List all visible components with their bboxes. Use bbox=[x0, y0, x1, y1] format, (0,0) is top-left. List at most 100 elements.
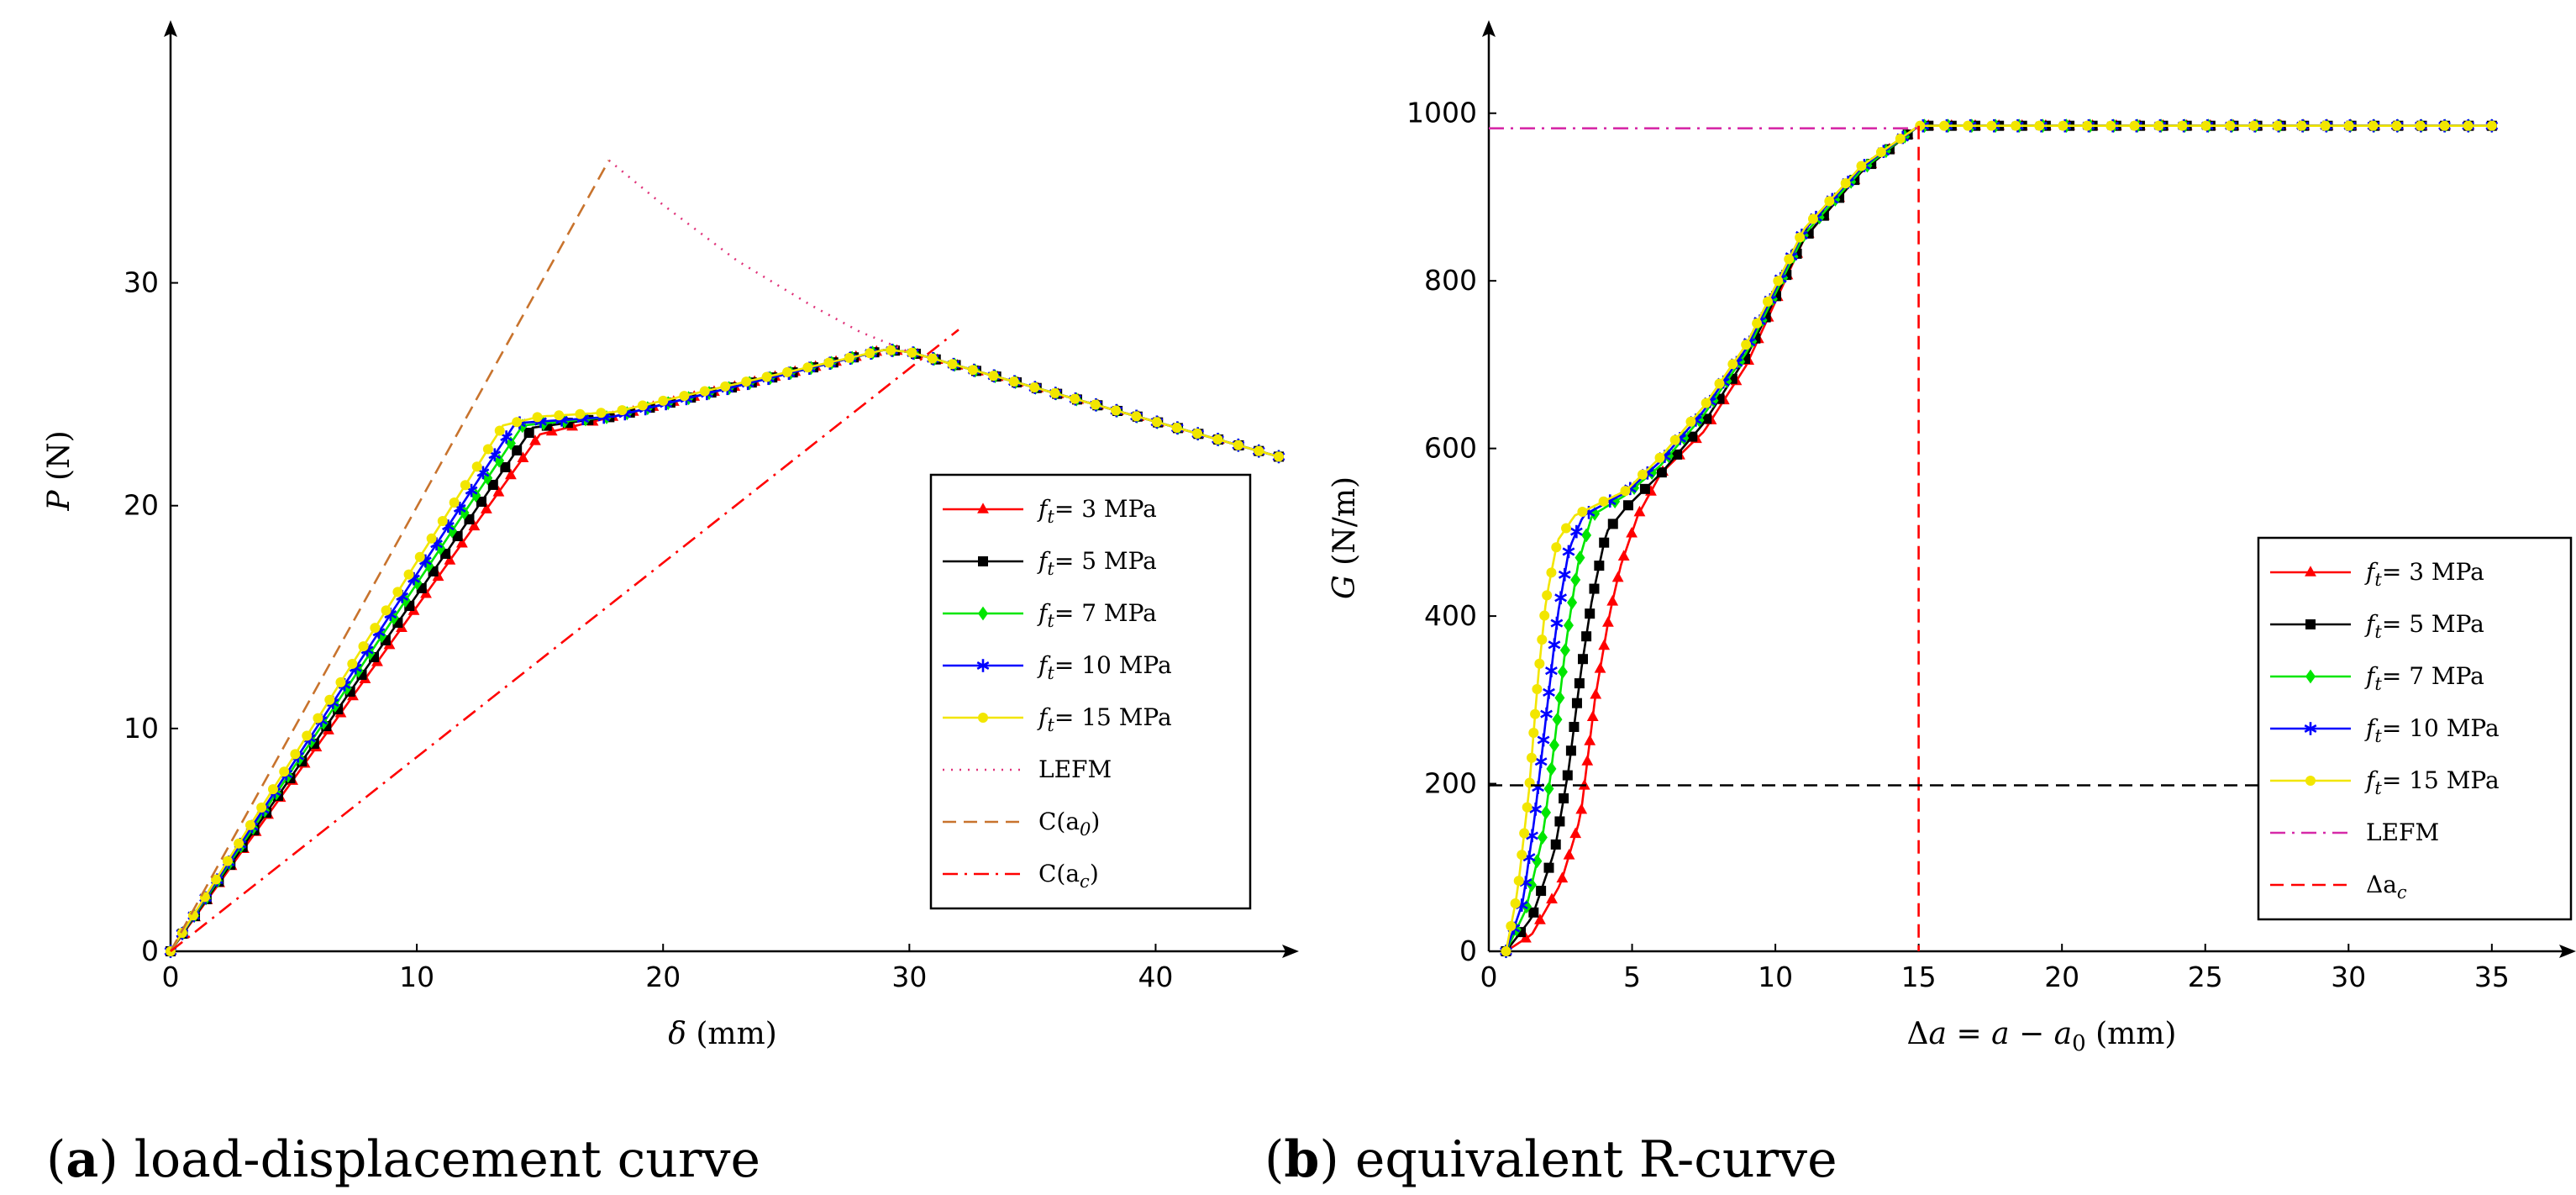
data-point bbox=[1070, 393, 1080, 404]
data-point bbox=[1556, 871, 1569, 883]
data-point bbox=[1528, 727, 1539, 738]
y-axis-arrow bbox=[164, 20, 177, 37]
y-axis-label: G (N/m) bbox=[1327, 476, 1362, 599]
x-tick-label: 10 bbox=[399, 961, 434, 993]
data-point bbox=[381, 605, 392, 616]
data-point bbox=[782, 366, 793, 377]
data-point bbox=[1546, 761, 1557, 776]
data-point bbox=[1542, 590, 1553, 601]
legend-item: ft= 3 MPa bbox=[943, 495, 1157, 527]
x-tick-label: 35 bbox=[2474, 961, 2510, 993]
data-point bbox=[1607, 519, 1618, 529]
y-tick-label: 10 bbox=[124, 712, 159, 745]
data-point bbox=[324, 694, 335, 705]
data-point bbox=[1986, 120, 1997, 131]
data-point bbox=[256, 802, 267, 813]
data-point bbox=[358, 641, 369, 652]
data-point bbox=[1656, 467, 1667, 478]
data-point bbox=[1570, 572, 1581, 587]
data-point bbox=[1589, 583, 1600, 594]
data-point bbox=[517, 451, 529, 462]
data-point bbox=[575, 408, 586, 419]
x-tick-label: 30 bbox=[2331, 961, 2366, 993]
data-point bbox=[637, 400, 648, 411]
data-point bbox=[1654, 452, 1665, 463]
legend-item: ft= 3 MPa bbox=[2270, 558, 2484, 590]
data-point bbox=[1575, 550, 1585, 566]
data-point bbox=[500, 461, 511, 472]
data-point bbox=[1637, 469, 1648, 480]
data-point bbox=[1558, 568, 1571, 582]
data-point bbox=[1569, 721, 1580, 732]
data-point bbox=[505, 468, 517, 480]
data-point bbox=[1741, 340, 1752, 350]
data-point bbox=[1626, 526, 1638, 538]
y-tick-label: 400 bbox=[1424, 599, 1477, 632]
x-tick-label: 30 bbox=[891, 961, 927, 993]
data-point bbox=[1586, 710, 1599, 721]
data-point bbox=[1540, 805, 1551, 820]
data-point bbox=[596, 408, 607, 419]
legend-marker bbox=[2305, 776, 2316, 786]
y-tick-label: 200 bbox=[1424, 767, 1477, 800]
data-point bbox=[2248, 120, 2259, 131]
data-point bbox=[1577, 506, 1588, 517]
data-point bbox=[1192, 428, 1203, 439]
data-point bbox=[1633, 505, 1646, 517]
data-point bbox=[2415, 120, 2426, 131]
data-point bbox=[1598, 496, 1609, 507]
data-point bbox=[532, 412, 543, 423]
data-point bbox=[2082, 120, 2093, 131]
data-point bbox=[176, 928, 187, 939]
x-tick-label: 0 bbox=[162, 961, 180, 993]
legend-item: ft= 5 MPa bbox=[2270, 610, 2484, 642]
data-point bbox=[2272, 120, 2283, 131]
data-point bbox=[2343, 120, 2354, 131]
data-point bbox=[2034, 120, 2045, 131]
data-point bbox=[1620, 486, 1631, 497]
data-point bbox=[823, 357, 834, 368]
caption-b: (b) equivalent R-curve bbox=[1264, 1130, 1837, 1189]
data-point bbox=[720, 381, 731, 392]
x-axis-arrow bbox=[1282, 945, 1299, 958]
data-point bbox=[471, 461, 482, 472]
data-point bbox=[1562, 770, 1573, 781]
data-point bbox=[1171, 423, 1182, 434]
data-point bbox=[290, 749, 301, 760]
legend-marker bbox=[2305, 619, 2316, 629]
legend-label: ft= 7 MPa bbox=[2364, 662, 2484, 694]
data-point bbox=[1233, 440, 1243, 450]
legend-item: C(ac) bbox=[943, 860, 1099, 892]
data-point bbox=[1510, 898, 1521, 908]
data-point bbox=[2177, 120, 2188, 131]
data-point bbox=[1594, 561, 1605, 571]
y-axis-arrow bbox=[1482, 20, 1496, 37]
data-point bbox=[1029, 382, 1040, 392]
x-tick-label: 5 bbox=[1623, 961, 1641, 993]
data-point bbox=[1049, 387, 1060, 398]
data-point bbox=[460, 480, 471, 491]
x-tick-label: 40 bbox=[1138, 961, 1173, 993]
legend-label: ft= 3 MPa bbox=[1037, 495, 1157, 527]
data-point bbox=[741, 376, 752, 387]
legend-item: C(a0) bbox=[943, 808, 1100, 840]
series-cac bbox=[170, 329, 959, 953]
data-point bbox=[1554, 591, 1567, 605]
data-point bbox=[1565, 745, 1576, 756]
legend-marker bbox=[978, 606, 988, 621]
legend-label: ft= 5 MPa bbox=[1037, 547, 1157, 579]
x-tick-label: 15 bbox=[1901, 961, 1937, 993]
data-point bbox=[927, 353, 938, 364]
data-point bbox=[1824, 196, 1835, 207]
data-point bbox=[761, 371, 772, 382]
data-point bbox=[1520, 931, 1532, 943]
legend-marker bbox=[978, 713, 988, 723]
y-tick-label: 800 bbox=[1424, 264, 1477, 297]
data-point bbox=[335, 676, 346, 687]
x-tick-label: 0 bbox=[1480, 961, 1498, 993]
data-point bbox=[1590, 687, 1602, 699]
data-point bbox=[2225, 120, 2236, 131]
data-point bbox=[2105, 120, 2116, 131]
data-point bbox=[1617, 550, 1630, 561]
data-point bbox=[802, 362, 813, 373]
